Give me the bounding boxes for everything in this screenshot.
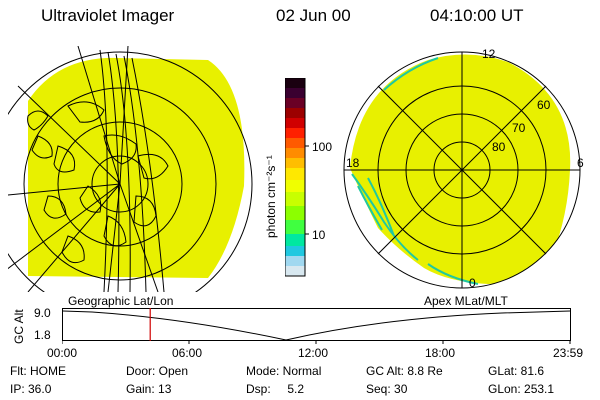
colorbar xyxy=(285,78,309,277)
info-glat: GLat: 81.6 xyxy=(488,364,545,378)
altitude-tick-high: 9.0 xyxy=(34,306,51,320)
info-seq: Seq: 30 xyxy=(366,382,408,396)
time-tick-0600: 06:00 xyxy=(172,346,203,360)
mlt-label-12: 12 xyxy=(482,47,496,61)
mlat-label-60: 60 xyxy=(537,98,551,112)
mlt-label-6: 6 xyxy=(577,156,584,170)
colorbar-unit-label: photon cm⁻²s⁻¹ xyxy=(264,155,278,238)
date-label: 02 Jun 00 xyxy=(276,6,351,25)
info-mode: Mode: Normal xyxy=(246,364,322,378)
altitude-plot xyxy=(62,308,571,344)
time-tick-1800: 18:00 xyxy=(425,346,456,360)
geographic-map xyxy=(8,46,253,292)
geographic-map-caption: Geographic Lat/Lon xyxy=(68,294,174,308)
geographic-image-fill xyxy=(28,57,245,279)
instrument-title: Ultraviolet Imager xyxy=(41,6,175,25)
altitude-tick-low: 1.8 xyxy=(34,328,51,342)
time-tick-1200: 12:00 xyxy=(298,346,329,360)
altitude-axis-label: GC Alt xyxy=(12,309,26,344)
mlt-label-18: 18 xyxy=(346,156,360,170)
info-flight: Flt: HOME xyxy=(10,364,66,378)
time-label: 04:10:00 UT xyxy=(430,6,524,25)
altitude-curve xyxy=(62,310,571,341)
apex-map xyxy=(343,51,581,289)
time-tick-0000: 00:00 xyxy=(47,346,78,360)
apex-map-caption: Apex MLat/MLT xyxy=(424,294,508,308)
mlt-label-0: 0 xyxy=(469,276,476,290)
mlat-label-70: 70 xyxy=(512,121,526,135)
mlat-label-80: 80 xyxy=(492,140,506,154)
info-ip: IP: 36.0 xyxy=(10,382,52,396)
colorbar-tick-100: 100 xyxy=(312,140,333,154)
info-door: Door: Open xyxy=(126,364,189,378)
info-dsp: Dsp: 5.2 xyxy=(246,382,305,396)
info-gain: Gain: 13 xyxy=(126,382,172,396)
info-gc-alt: GC Alt: 8.8 Re xyxy=(366,364,443,378)
colorbar-tick-10: 10 xyxy=(312,228,326,242)
time-tick-2359: 23:59 xyxy=(553,346,584,360)
info-glon: GLon: 253.1 xyxy=(488,382,555,396)
